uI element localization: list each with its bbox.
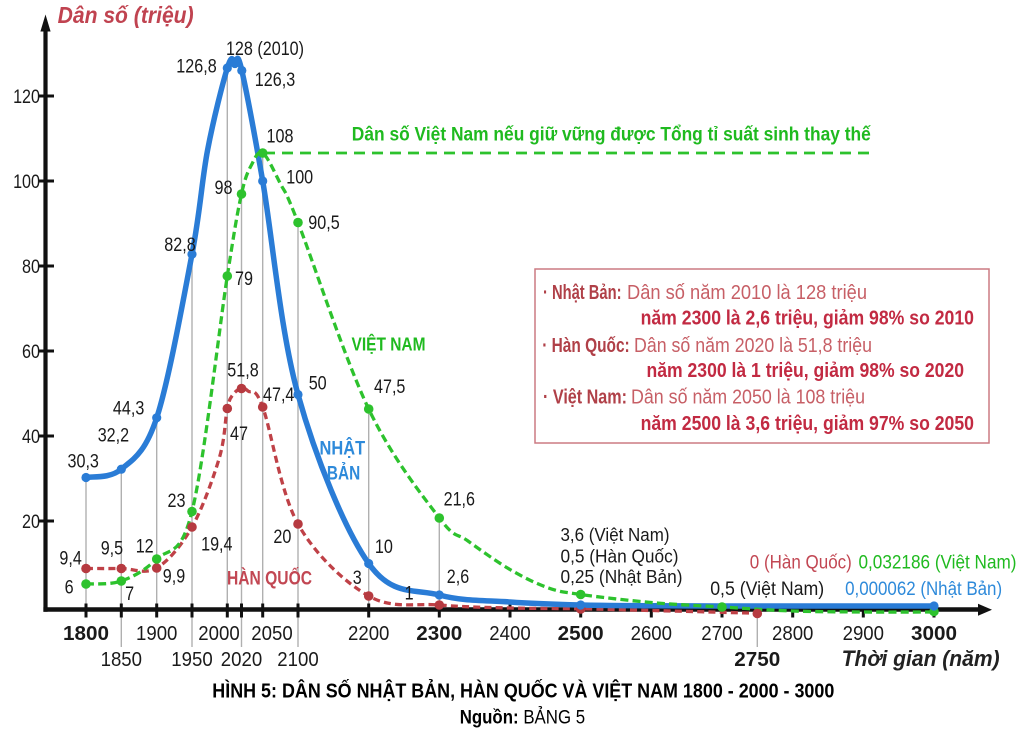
- svg-text:3000: 3000: [911, 623, 957, 645]
- svg-text:2000: 2000: [198, 623, 239, 645]
- svg-text:126,3: 126,3: [255, 70, 295, 91]
- svg-text:1: 1: [405, 584, 414, 605]
- svg-text:1900: 1900: [136, 623, 177, 645]
- svg-text:2600: 2600: [631, 623, 672, 645]
- svg-text:60: 60: [22, 342, 40, 363]
- svg-text:1850: 1850: [101, 649, 142, 671]
- svg-text:23: 23: [168, 491, 186, 512]
- svg-text:21,6: 21,6: [444, 490, 475, 511]
- svg-text:30,3: 30,3: [68, 452, 99, 473]
- svg-text:2100: 2100: [277, 649, 318, 671]
- svg-text:1950: 1950: [171, 649, 212, 671]
- svg-text:108: 108: [267, 127, 294, 148]
- svg-text:0,5 (Hàn Quốc): 0,5 (Hàn Quốc): [561, 546, 679, 566]
- svg-text:47,4: 47,4: [263, 385, 295, 406]
- svg-text:44,3: 44,3: [113, 399, 144, 420]
- svg-text:2020: 2020: [221, 649, 262, 671]
- svg-text:20: 20: [273, 527, 291, 548]
- svg-text:128 (2010): 128 (2010): [226, 39, 304, 60]
- svg-text:NHẬT: NHẬT: [320, 438, 366, 460]
- svg-text:47,5: 47,5: [374, 377, 405, 398]
- svg-text:51,8: 51,8: [227, 361, 258, 382]
- svg-text:10: 10: [375, 537, 393, 558]
- svg-text:Dân số Việt Nam nếu giữ vững đ: Dân số Việt Nam nếu giữ vững được Tổng t…: [352, 125, 871, 146]
- svg-text:50: 50: [309, 374, 327, 395]
- svg-text:0,000062 (Nhật Bản): 0,000062 (Nhật Bản): [845, 579, 1002, 600]
- svg-text:47: 47: [230, 424, 248, 445]
- svg-text:6: 6: [65, 578, 74, 599]
- svg-text:80: 80: [22, 257, 40, 278]
- svg-text:0,25 (Nhật Bản): 0,25 (Nhật Bản): [561, 567, 683, 587]
- svg-text:năm 2300 là 1 triệu, giảm 98%: năm 2300 là 1 triệu, giảm 98% so 2020: [647, 359, 965, 382]
- svg-text:2300: 2300: [416, 623, 462, 645]
- svg-text:VIỆT NAM: VIỆT NAM: [352, 334, 426, 355]
- svg-text:0,5 (Việt Nam): 0,5 (Việt Nam): [710, 579, 824, 600]
- svg-text:Dân số năm 2020 là 51,8 triệu: Dân số năm 2020 là 51,8 triệu: [634, 334, 872, 357]
- svg-text:100: 100: [286, 168, 313, 189]
- svg-text:· Hàn Quốc:: · Hàn Quốc:: [542, 334, 630, 357]
- svg-text:Dân số năm 2010 là 128 triệu: Dân số năm 2010 là 128 triệu: [627, 281, 867, 304]
- svg-text:9,4: 9,4: [59, 548, 82, 569]
- svg-text:2900: 2900: [843, 623, 884, 645]
- svg-text:Dân số (triệu): Dân số (triệu): [58, 2, 194, 28]
- svg-text:2800: 2800: [772, 623, 813, 645]
- svg-text:· Nhật Bản:: · Nhật Bản:: [543, 281, 622, 304]
- svg-text:năm 2300 là 2,6 triệu, giảm 98: năm 2300 là 2,6 triệu, giảm 98% so 2010: [641, 307, 974, 330]
- svg-text:7: 7: [125, 584, 134, 605]
- svg-text:3: 3: [353, 568, 362, 589]
- svg-text:126,8: 126,8: [176, 57, 216, 78]
- svg-text:90,5: 90,5: [308, 213, 339, 234]
- svg-text:9,9: 9,9: [163, 567, 185, 588]
- svg-text:120: 120: [13, 87, 40, 108]
- svg-text:9,5: 9,5: [101, 538, 123, 559]
- svg-text:100: 100: [13, 172, 40, 193]
- svg-text:· Việt Nam:: · Việt Nam:: [543, 386, 627, 409]
- svg-text:Thời gian (năm): Thời gian (năm): [842, 646, 1000, 671]
- svg-text:Nguồn: BẢNG 5: Nguồn: BẢNG 5: [460, 706, 585, 728]
- svg-text:1800: 1800: [63, 623, 109, 645]
- svg-text:19,4: 19,4: [201, 535, 233, 556]
- svg-text:3,6 (Việt Nam): 3,6 (Việt Nam): [561, 525, 670, 545]
- svg-text:79: 79: [235, 269, 253, 290]
- svg-text:40: 40: [22, 427, 40, 448]
- svg-text:2400: 2400: [489, 623, 530, 645]
- svg-text:BẢN: BẢN: [327, 463, 360, 485]
- svg-text:2,6: 2,6: [447, 567, 469, 588]
- svg-text:Dân số năm 2050 là 108 triệu: Dân số năm 2050 là 108 triệu: [631, 386, 865, 409]
- svg-text:2700: 2700: [701, 623, 742, 645]
- svg-text:82,8: 82,8: [164, 235, 195, 256]
- svg-text:HÀN QUỐC: HÀN QUỐC: [227, 568, 312, 590]
- svg-text:2050: 2050: [251, 623, 292, 645]
- svg-text:2750: 2750: [734, 649, 780, 671]
- svg-text:98: 98: [215, 178, 233, 199]
- svg-text:HÌNH 5: DÂN SỐ NHẬT BẢN, HÀN Q: HÌNH 5: DÂN SỐ NHẬT BẢN, HÀN QUỐC VÀ VIỆ…: [212, 679, 834, 703]
- svg-text:12: 12: [136, 536, 154, 557]
- svg-text:32,2: 32,2: [98, 426, 129, 447]
- svg-text:0,032186 (Việt Nam): 0,032186 (Việt Nam): [859, 553, 1017, 574]
- svg-text:2500: 2500: [558, 623, 604, 645]
- svg-text:2200: 2200: [348, 623, 389, 645]
- svg-text:0 (Hàn Quốc): 0 (Hàn Quốc): [750, 553, 852, 574]
- svg-text:20: 20: [22, 512, 40, 533]
- svg-text:năm 2500 là 3,6 triệu, giảm 97: năm 2500 là 3,6 triệu, giảm 97% so 2050: [641, 412, 974, 435]
